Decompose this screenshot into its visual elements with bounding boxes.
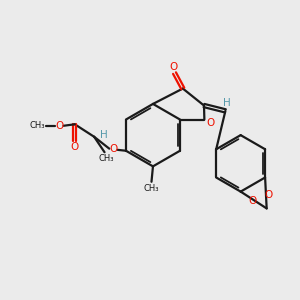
Text: O: O — [71, 142, 79, 152]
Text: CH₃: CH₃ — [144, 184, 159, 193]
Text: O: O — [248, 196, 257, 206]
Text: O: O — [264, 190, 272, 200]
Text: O: O — [206, 118, 214, 128]
Text: H: H — [100, 130, 107, 140]
Text: CH₃: CH₃ — [98, 154, 114, 163]
Text: O: O — [55, 121, 64, 131]
Text: CH₃: CH₃ — [29, 121, 44, 130]
Text: H: H — [223, 98, 231, 108]
Text: O: O — [169, 62, 177, 72]
Text: O: O — [109, 144, 118, 154]
